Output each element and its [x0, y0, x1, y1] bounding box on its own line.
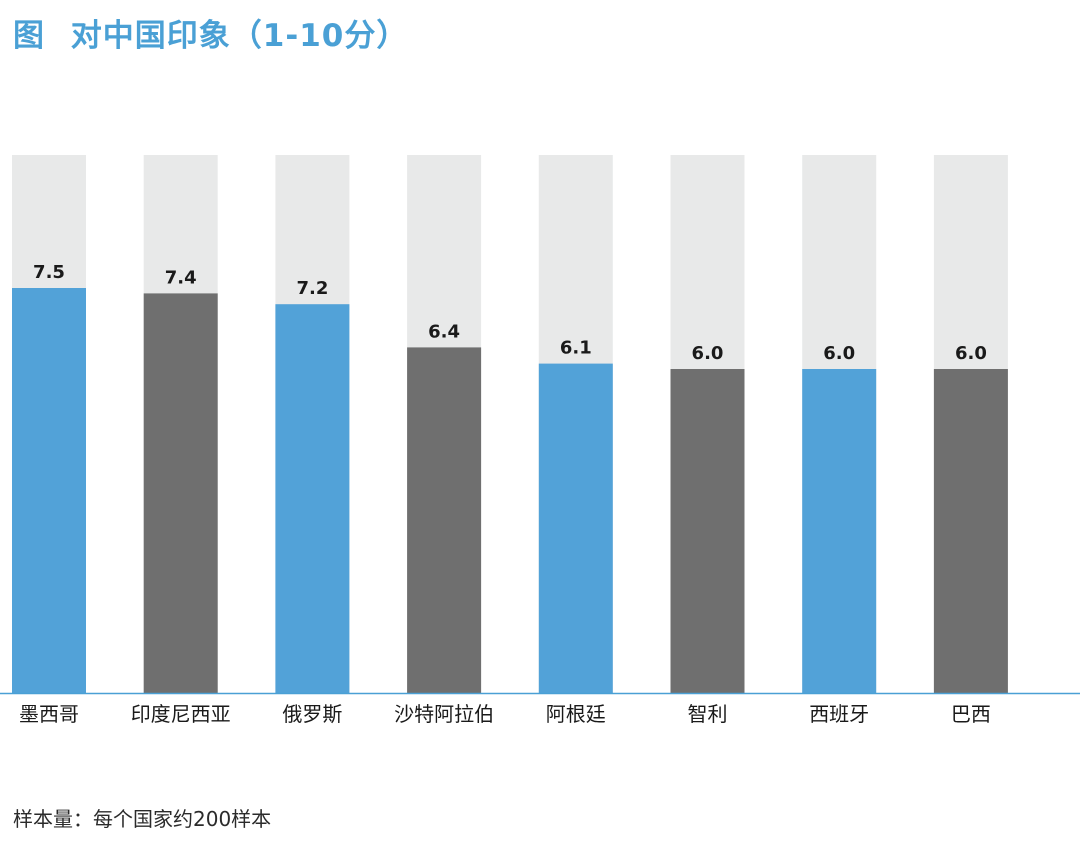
category-label: 俄罗斯 — [282, 702, 342, 726]
bar-value-label: 6.0 — [955, 343, 987, 364]
category-label: 印度尼西亚 — [131, 702, 231, 726]
bar-6 — [670, 369, 745, 693]
bar-4 — [407, 347, 482, 693]
bar-value-label: 7.4 — [165, 267, 197, 288]
chart-title: 图 对中国印象（1-10分） — [13, 14, 408, 58]
category-label: 西班牙 — [809, 702, 869, 726]
chart-title-text: 对中国印象（1-10分） — [70, 18, 409, 54]
bar-value-label: 6.0 — [692, 343, 724, 364]
bar-7 — [802, 369, 877, 693]
bar-2 — [143, 293, 218, 693]
bar-8 — [933, 369, 1008, 693]
category-label: 智利 — [688, 702, 728, 726]
bar-3 — [275, 304, 350, 693]
bar-value-label: 6.0 — [823, 343, 855, 364]
bar-1 — [12, 288, 86, 693]
bar-value-label: 6.1 — [560, 338, 592, 359]
bar-value-label: 6.4 — [428, 321, 460, 342]
category-label: 阿根廷 — [546, 702, 606, 726]
sample-size-footnote: 样本量：每个国家约200样本 — [13, 807, 272, 831]
bar-value-label: 7.5 — [33, 262, 65, 283]
category-label: 巴西 — [951, 702, 991, 726]
bar-5 — [538, 363, 613, 693]
chart-title-prefix: 图 — [13, 18, 45, 54]
category-label: 墨西哥 — [19, 702, 79, 726]
bar-value-label: 7.2 — [296, 278, 328, 299]
category-label: 沙特阿拉伯 — [394, 702, 494, 726]
